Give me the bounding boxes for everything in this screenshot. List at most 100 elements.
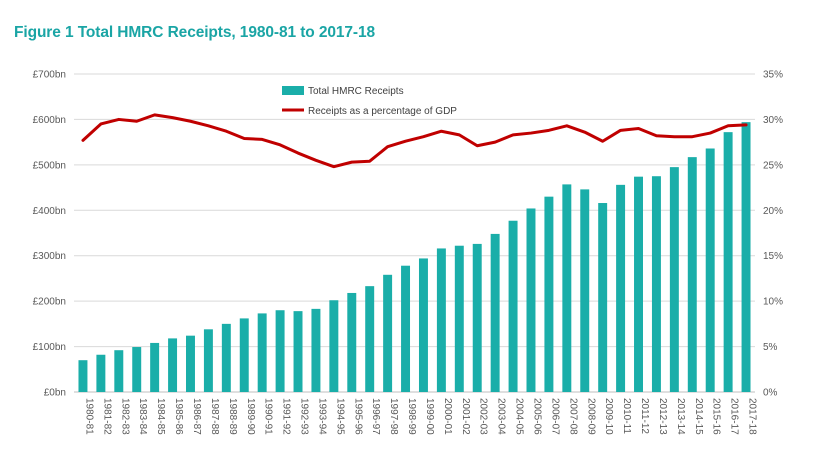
bar xyxy=(186,335,195,392)
bar xyxy=(168,338,178,392)
left-axis-ticks: £0bn £100bn £200bn £300bn £400bn £500bn £600bn… xyxy=(33,70,66,399)
x-tick-label: 2001-02 xyxy=(460,398,471,435)
bar xyxy=(150,342,160,392)
bar xyxy=(221,323,231,392)
y2-tick-label: 10% xyxy=(763,297,783,308)
bar xyxy=(132,347,142,392)
bar xyxy=(454,245,464,392)
bar xyxy=(436,248,446,392)
x-tick-label: 1985-86 xyxy=(173,398,184,435)
y-tick-label: £600bn xyxy=(33,115,66,126)
bar xyxy=(687,157,697,392)
line-series xyxy=(81,113,748,169)
legend-label-line: Receipts as a percentage of GDP xyxy=(308,106,457,117)
x-tick-label: 1987-88 xyxy=(209,398,220,435)
x-tick-label: 2015-16 xyxy=(711,398,722,435)
x-tick-label: 2007-08 xyxy=(567,398,578,435)
right-axis-ticks: 0% 5% 10% 15% 20% 25% 30% 35% xyxy=(763,70,783,399)
x-tick-label: 2014-15 xyxy=(693,398,704,435)
x-tick-label: 1992-93 xyxy=(299,398,310,435)
y2-tick-label: 5% xyxy=(763,342,778,353)
bar xyxy=(580,189,590,392)
x-tick-label: 2009-10 xyxy=(603,398,614,435)
y-tick-label: £100bn xyxy=(33,342,66,353)
y-tick-label: £300bn xyxy=(33,251,66,262)
x-tick-label: 1982-83 xyxy=(119,398,130,435)
bar xyxy=(114,350,124,392)
legend: Total HMRC Receipts Receipts as a percen… xyxy=(282,86,457,117)
x-tick-label: 2017-18 xyxy=(747,398,758,435)
bar xyxy=(723,132,733,393)
gdp-percentage-line xyxy=(81,113,748,169)
x-tick-label: 1991-92 xyxy=(281,398,292,435)
y2-tick-label: 35% xyxy=(763,70,783,81)
y-tick-label: £500bn xyxy=(33,160,66,171)
bar xyxy=(329,300,339,392)
x-tick-label: 1993-94 xyxy=(316,398,327,435)
x-tick-label: 2012-13 xyxy=(657,398,668,435)
y-tick-label: £700bn xyxy=(33,70,66,81)
bar xyxy=(347,292,357,392)
x-tick-label: 1980-81 xyxy=(83,398,94,435)
bar xyxy=(598,203,608,392)
x-tick-label: 1995-96 xyxy=(352,398,363,435)
x-tick-label: 2013-14 xyxy=(675,398,686,435)
x-tick-label: 2016-17 xyxy=(729,398,740,435)
bar xyxy=(669,167,679,392)
x-tick-label: 1994-95 xyxy=(334,398,345,435)
bar xyxy=(365,286,375,392)
bar xyxy=(96,354,106,392)
x-tick-label: 2004-05 xyxy=(514,398,525,435)
bar xyxy=(311,308,321,392)
x-tick-label: 2000-01 xyxy=(442,398,453,435)
bar xyxy=(526,208,536,392)
y2-tick-label: 30% xyxy=(763,115,783,126)
x-tick-label: 2003-04 xyxy=(496,398,507,435)
bar xyxy=(472,243,482,392)
bar xyxy=(78,360,88,392)
y2-tick-label: 0% xyxy=(763,388,778,399)
y-tick-label: £0bn xyxy=(44,388,66,399)
y2-tick-label: 15% xyxy=(763,251,783,262)
bar xyxy=(616,184,626,392)
bar xyxy=(401,265,411,392)
x-tick-label: 1981-82 xyxy=(101,398,112,435)
x-tick-label: 2008-09 xyxy=(585,398,596,435)
x-tick-label: 1983-84 xyxy=(137,398,148,435)
legend-label-bars: Total HMRC Receipts xyxy=(308,86,404,97)
legend-swatch-bars xyxy=(282,86,304,95)
bar xyxy=(705,148,715,392)
y2-tick-label: 25% xyxy=(763,160,783,171)
x-tick-label: 2010-11 xyxy=(621,398,632,434)
bar xyxy=(651,176,661,392)
x-tick-label: 1986-87 xyxy=(191,398,202,435)
y-tick-label: £400bn xyxy=(33,206,66,217)
x-tick-label: 1989-90 xyxy=(245,398,256,435)
bar xyxy=(383,274,393,392)
x-tick-label: 1999-00 xyxy=(424,398,435,435)
bar xyxy=(275,310,285,392)
y-tick-label: £200bn xyxy=(33,297,66,308)
bar xyxy=(203,329,213,392)
y2-tick-label: 20% xyxy=(763,206,783,217)
x-tick-label: 2002-03 xyxy=(478,398,489,435)
x-tick-label: 2006-07 xyxy=(549,398,560,435)
x-tick-label: 1997-98 xyxy=(388,398,399,435)
bar xyxy=(508,220,518,392)
x-tick-label: 2011-12 xyxy=(639,398,650,434)
x-tick-label: 1988-89 xyxy=(227,398,238,435)
x-tick-label: 1998-99 xyxy=(406,398,417,435)
bar xyxy=(741,122,751,392)
figure-title: Figure 1 Total HMRC Receipts, 1980-81 to… xyxy=(14,24,376,41)
bar xyxy=(239,318,249,392)
x-tick-label: 1990-91 xyxy=(263,398,274,435)
x-axis-ticks: 1980-81 1981-82 1982-83 1983-84 1984-85 1985-… xyxy=(83,398,757,435)
bar xyxy=(293,311,303,392)
bar xyxy=(418,258,428,392)
bar xyxy=(544,196,554,392)
bar xyxy=(562,184,572,392)
bar xyxy=(490,233,500,392)
bar xyxy=(257,313,267,392)
